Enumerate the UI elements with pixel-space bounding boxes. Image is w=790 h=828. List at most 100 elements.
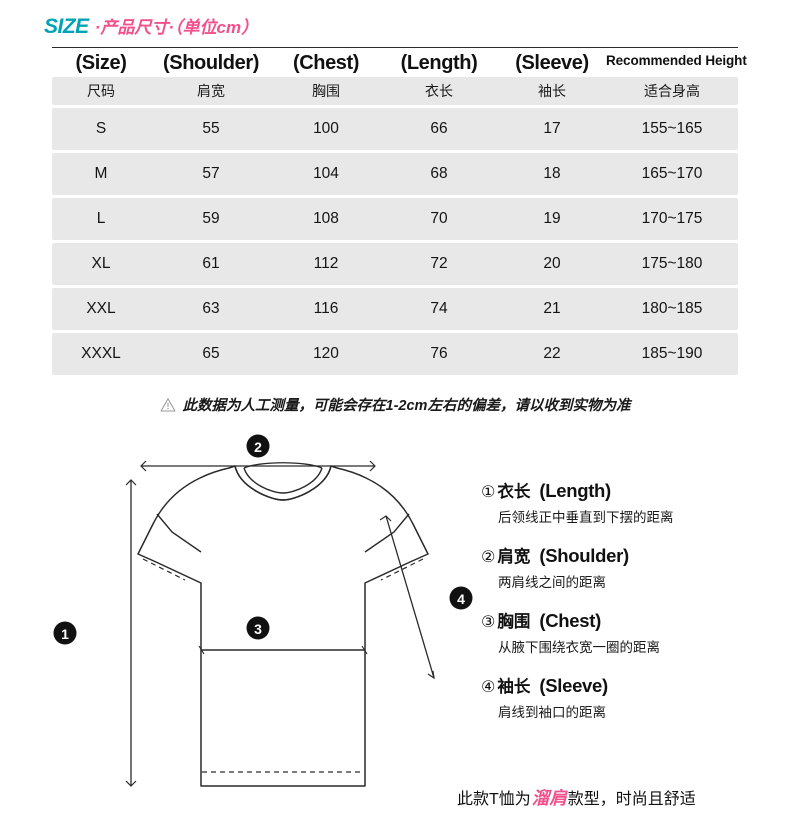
legend-label-cn-4: 袖长 [497, 678, 531, 696]
cell-size: L [52, 198, 150, 240]
sleeve-dimension-line [385, 515, 435, 679]
col-header-sleeve: (Sleeve) [498, 50, 606, 74]
length-tick-top [125, 479, 137, 486]
cell-sleeve: 22 [498, 333, 606, 375]
measurement-legend: ① 衣长 (Length) 后领线正中垂直到下摆的距离 ② 肩宽 (Should… [481, 478, 781, 738]
cell-height: 180~185 [606, 288, 738, 330]
legend-desc-2: 两肩线之间的距离 [498, 575, 606, 590]
cell-sleeve: 19 [498, 198, 606, 240]
legend-desc-4: 肩线到袖口的距离 [498, 705, 606, 720]
col-header-chest-en: (Chest) [292, 52, 360, 74]
legend-label-en-2: (Shoulder) [539, 545, 629, 566]
cell-shoulder: 63 [150, 288, 272, 330]
cell-length: 70 [380, 198, 498, 240]
col-header-height-en: Recommended Height [606, 53, 747, 68]
cell-chest: 104 [272, 153, 380, 195]
left-sleeve-hem [142, 558, 186, 581]
table-row: M 57 104 68 18 165~170 [52, 153, 738, 195]
style-description: 此款T恤为 溜肩 款型，时尚且舒适 [457, 785, 696, 810]
marker-3-label: 3 [254, 621, 262, 637]
cell-size: XXL [52, 288, 150, 330]
cell-chest: 108 [272, 198, 380, 240]
cell-height: 170~175 [606, 198, 738, 240]
collar-outer [234, 465, 332, 501]
col-header-sleeve-cn: 袖长 [498, 77, 606, 105]
marker-3: 3 [246, 616, 270, 640]
col-header-length-en: (Length) [400, 52, 478, 74]
cell-chest: 120 [272, 333, 380, 375]
shoulder-tick-left [140, 460, 147, 472]
page-title: SIZE ·产品尺寸·（单位cm） [44, 13, 258, 39]
table-header-cn-row: 尺码 肩宽 胸围 衣长 袖长 适合身高 [52, 77, 738, 105]
legend-item-chest: ③ 胸围 (Chest) 从腋下围绕衣宽一圈的距离 [481, 608, 781, 656]
cell-height: 185~190 [606, 333, 738, 375]
title-subtitle: ·产品尺寸·（单位cm） [94, 18, 259, 37]
table-row: S 55 100 66 17 155~165 [52, 108, 738, 150]
legend-item-sleeve: ④ 袖长 (Sleeve) 肩线到袖口的距离 [481, 673, 781, 721]
table-row: XXXL 65 120 76 22 185~190 [52, 333, 738, 375]
legend-item-shoulder: ② 肩宽 (Shoulder) 两肩线之间的距离 [481, 543, 781, 591]
cell-sleeve: 21 [498, 288, 606, 330]
collar-inner [243, 467, 323, 494]
cell-height: 175~180 [606, 243, 738, 285]
size-table-container: (Size) (Shoulder) (Chest) (Length) (Slee… [52, 47, 747, 378]
tshirt-outline [137, 465, 429, 787]
col-header-shoulder-en: (Shoulder) [163, 52, 259, 74]
col-header-length-cn: 衣长 [380, 77, 498, 105]
table-row: XL 61 112 72 20 175~180 [52, 243, 738, 285]
legend-label-cn-1: 衣长 [497, 483, 531, 501]
col-header-sleeve-en: (Sleeve) [515, 52, 589, 74]
size-table-body: S 55 100 66 17 155~165 M 57 104 68 18 16… [52, 108, 738, 375]
left-sleeve-seam [156, 513, 202, 553]
col-header-size-en: (Size) [75, 52, 127, 74]
length-tick-bottom [125, 780, 137, 787]
cell-shoulder: 65 [150, 333, 272, 375]
col-header-shoulder-cn: 肩宽 [150, 77, 272, 105]
col-header-length: (Length) [380, 50, 498, 74]
chest-tick-left [198, 645, 205, 655]
disclaimer-text: 此数据为人工测量，可能会存在1-2cm左右的偏差，请以收到实物为准 [182, 398, 631, 414]
legend-number-2: ② [481, 549, 496, 566]
cell-length: 72 [380, 243, 498, 285]
legend-desc-1: 后领线正中垂直到下摆的距离 [498, 510, 674, 525]
style-desc-after: 款型，时尚且舒适 [567, 791, 696, 808]
legend-number-3: ③ [481, 614, 496, 631]
sleeve-tick-top [379, 515, 392, 522]
legend-number-4: ④ [481, 679, 496, 696]
cell-length: 74 [380, 288, 498, 330]
cell-size: XXXL [52, 333, 150, 375]
warning-triangle-icon [160, 397, 175, 412]
marker-1-label: 1 [61, 626, 69, 642]
legend-label-cn-2: 肩宽 [497, 548, 531, 566]
marker-1: 1 [53, 621, 77, 645]
table-row: L 59 108 70 19 170~175 [52, 198, 738, 240]
cell-length: 68 [380, 153, 498, 195]
shoulder-tick-right [369, 460, 376, 472]
col-header-shoulder: (Shoulder) [150, 50, 272, 74]
legend-number-1: ① [481, 484, 496, 501]
cell-chest: 116 [272, 288, 380, 330]
cell-size: M [52, 153, 150, 195]
cell-chest: 112 [272, 243, 380, 285]
legend-label-en-1: (Length) [539, 480, 611, 501]
col-header-chest: (Chest) [272, 50, 380, 74]
cell-size: S [52, 108, 150, 150]
table-header-en-row: (Size) (Shoulder) (Chest) (Length) (Slee… [52, 50, 747, 74]
marker-4: 4 [449, 586, 473, 610]
tshirt-diagram: 1 2 3 4 [35, 428, 485, 823]
cell-shoulder: 61 [150, 243, 272, 285]
cell-height: 155~165 [606, 108, 738, 150]
sleeve-tick-bottom [427, 670, 435, 680]
col-header-height: Recommended Height [606, 50, 747, 74]
brand-size-label: SIZE [44, 15, 89, 38]
cell-length: 66 [380, 108, 498, 150]
cell-length: 76 [380, 333, 498, 375]
legend-label-en-4: (Sleeve) [539, 675, 608, 696]
style-desc-highlight: 溜肩 [531, 788, 567, 808]
marker-2: 2 [246, 434, 270, 458]
cell-size: XL [52, 243, 150, 285]
cell-chest: 100 [272, 108, 380, 150]
col-header-size-cn: 尺码 [52, 77, 150, 105]
legend-desc-3: 从腋下围绕衣宽一圈的距离 [498, 640, 660, 655]
cell-sleeve: 20 [498, 243, 606, 285]
